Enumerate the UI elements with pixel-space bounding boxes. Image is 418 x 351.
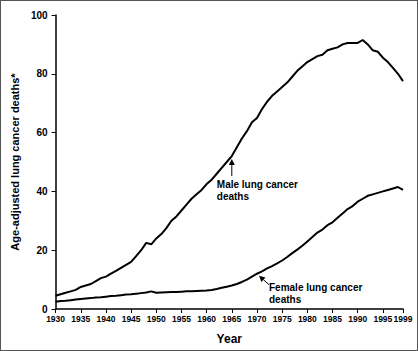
svg-text:deaths: deaths — [269, 294, 302, 305]
svg-text:80: 80 — [36, 68, 48, 79]
svg-text:20: 20 — [36, 245, 48, 256]
svg-text:60: 60 — [36, 127, 48, 138]
svg-text:0: 0 — [42, 303, 48, 315]
svg-text:1965: 1965 — [222, 314, 241, 324]
svg-text:40: 40 — [36, 186, 48, 197]
svg-text:1930: 1930 — [46, 314, 65, 324]
svg-text:1960: 1960 — [197, 314, 216, 324]
svg-text:1975: 1975 — [273, 314, 292, 324]
svg-text:1955: 1955 — [172, 314, 191, 324]
svg-text:1940: 1940 — [96, 314, 115, 324]
svg-text:1945: 1945 — [122, 314, 141, 324]
svg-text:1985: 1985 — [323, 314, 342, 324]
svg-text:Year: Year — [217, 332, 243, 346]
svg-text:1990: 1990 — [348, 314, 367, 324]
svg-text:1999: 1999 — [394, 314, 413, 324]
svg-text:1950: 1950 — [147, 314, 166, 324]
svg-text:1980: 1980 — [298, 314, 317, 324]
svg-text:1970: 1970 — [248, 314, 267, 324]
svg-text:Female lung cancer: Female lung cancer — [269, 282, 365, 293]
svg-text:Male lung cancer: Male lung cancer — [217, 179, 301, 190]
svg-text:1995: 1995 — [373, 314, 392, 324]
svg-text:Age-adjusted lung cancer death: Age-adjusted lung cancer deaths* — [9, 73, 21, 251]
svg-text:1935: 1935 — [71, 314, 90, 324]
svg-text:deaths: deaths — [217, 191, 250, 202]
svg-text:100: 100 — [31, 10, 48, 21]
